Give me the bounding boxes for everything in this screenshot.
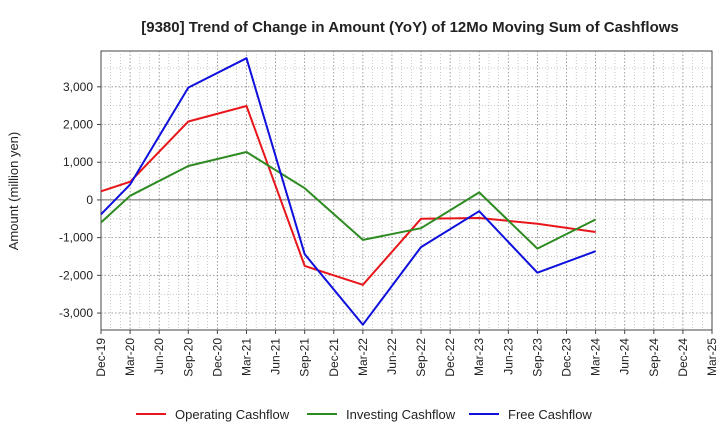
y-tick-label: 3,000 — [63, 80, 93, 94]
legend: Operating Cashflow Investing Cashflow Free… — [136, 407, 592, 422]
y-tick-label: 0 — [86, 193, 93, 207]
x-tick-label: Sep-21 — [298, 338, 312, 377]
plot-area: 3,000 2,000 1,000 0 -1,000 -2,000 -3,000 Dec-19… — [59, 50, 719, 377]
x-tick-label: Dec-20 — [210, 338, 224, 377]
x-tick-label: Sep-22 — [414, 338, 428, 377]
y-tick-label: -1,000 — [59, 231, 93, 245]
x-tick-label: Dec-21 — [327, 338, 341, 377]
x-tick-label: Mar-21 — [239, 338, 253, 376]
x-tick-label: Sep-23 — [530, 338, 544, 377]
x-tick-label: Dec-24 — [676, 338, 690, 377]
y-tick-label: -2,000 — [59, 268, 93, 282]
y-axis-label: Amount (million yen) — [6, 132, 21, 251]
x-tick-label: Jun-21 — [269, 338, 283, 375]
x-tick-label: Jun-23 — [501, 338, 515, 375]
x-tick-label: Dec-19 — [94, 338, 108, 377]
series-line-investing-cashflow — [100, 151, 597, 250]
x-tick-label: Mar-20 — [123, 338, 137, 376]
y-tick-label: 1,000 — [63, 155, 93, 169]
x-tick-label: Jun-22 — [385, 338, 399, 375]
x-tick-label: Dec-22 — [443, 338, 457, 377]
legend-label: Investing Cashflow — [346, 407, 456, 422]
y-tick-label: -3,000 — [59, 306, 93, 320]
plot-frame — [100, 50, 713, 331]
x-tick-label: Dec-23 — [560, 338, 574, 377]
x-tick-label: Mar-25 — [705, 338, 719, 376]
x-tick-label: Jun-20 — [152, 338, 166, 375]
x-tick-label: Mar-24 — [589, 338, 603, 376]
legend-label: Operating Cashflow — [175, 407, 290, 422]
series-line-free-cashflow — [100, 57, 596, 326]
x-tick-label: Mar-22 — [356, 338, 370, 376]
x-tick-label: Jun-24 — [618, 338, 632, 375]
x-tick-label: Sep-24 — [647, 338, 661, 377]
chart-title: [9380] Trend of Change in Amount (YoY) o… — [141, 19, 679, 36]
y-tick-label: 2,000 — [63, 118, 93, 132]
x-tick-label: Sep-20 — [181, 338, 195, 377]
legend-label: Free Cashflow — [508, 407, 592, 422]
series-line-operating-cashflow — [100, 105, 596, 286]
x-tick-label: Mar-23 — [472, 338, 486, 376]
